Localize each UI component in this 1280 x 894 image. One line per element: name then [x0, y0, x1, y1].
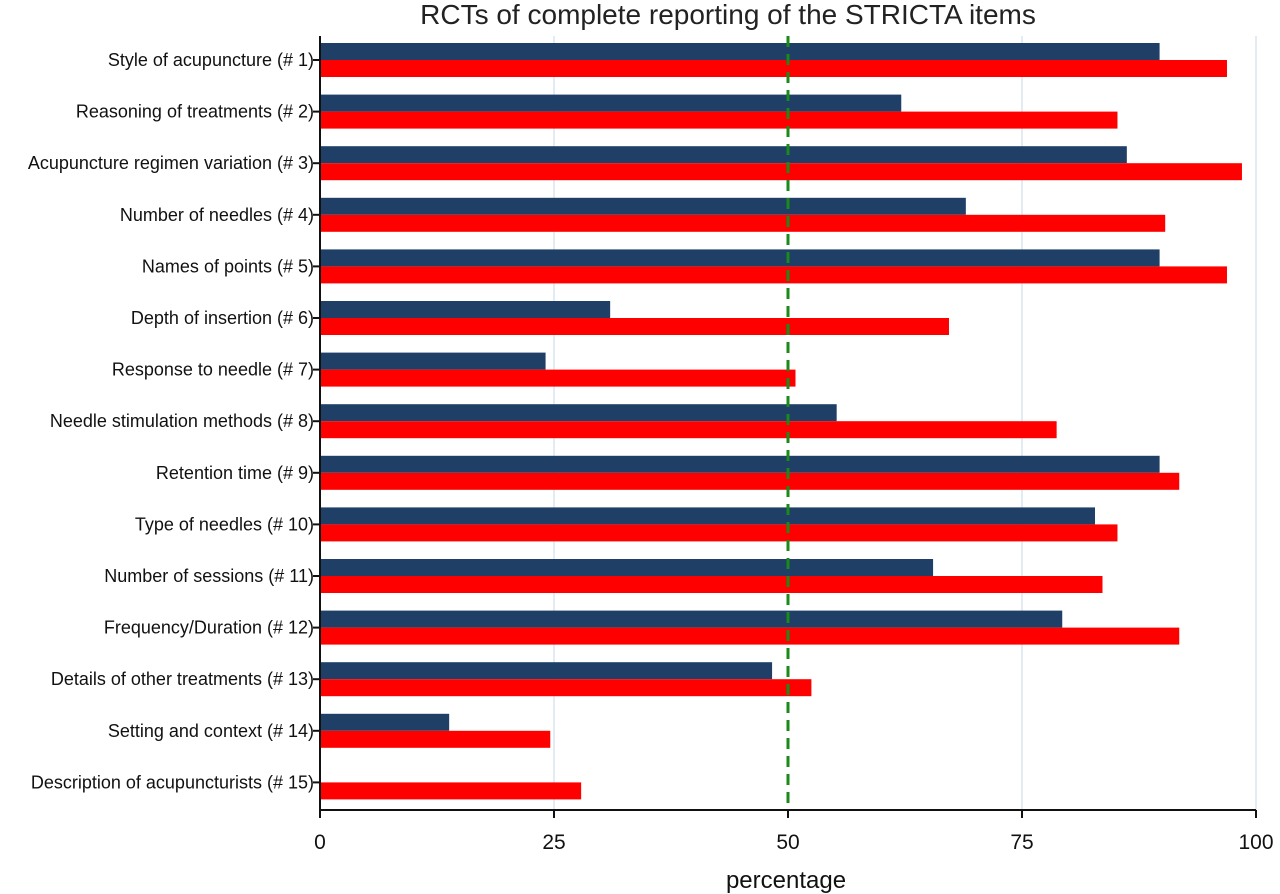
bar-series-2 — [320, 60, 1227, 77]
x-tick-label: 75 — [1010, 831, 1033, 854]
bar-series-2 — [320, 472, 1180, 490]
category-label: Response to needle (# 7) — [112, 360, 314, 380]
category-label: Description of acupuncturists (# 15) — [31, 772, 314, 792]
bar-series-2 — [320, 369, 796, 387]
bar-series-1 — [320, 404, 837, 422]
bar-series-1 — [320, 662, 773, 680]
bar-series-1 — [320, 610, 1063, 628]
bar-series-1 — [320, 43, 1160, 60]
category-label: Acupuncture regimen variation (# 3) — [28, 153, 314, 173]
bar-series-1 — [320, 197, 966, 215]
category-label: Number of needles (# 4) — [120, 205, 314, 225]
category-label: Frequency/Duration (# 12) — [104, 618, 314, 638]
bar-series-2 — [320, 163, 1242, 181]
x-tick-label: 0 — [314, 831, 326, 854]
x-tick-label: 25 — [542, 831, 565, 854]
bar-series-2 — [320, 111, 1118, 129]
bar-series-2 — [320, 421, 1057, 439]
bar-series-1 — [320, 352, 546, 370]
bar-series-2 — [320, 318, 949, 335]
x-tick-label: 100 — [1238, 831, 1273, 854]
bar-series-1 — [320, 301, 611, 318]
bar-series-2 — [320, 524, 1118, 542]
bar-series-2 — [320, 730, 551, 748]
bar-series-1 — [320, 455, 1160, 473]
bar-series-2 — [320, 679, 812, 697]
bar-series-2 — [320, 266, 1227, 284]
chart-title: RCTs of complete reporting of the STRICT… — [420, 0, 1036, 30]
bar-series-2 — [320, 576, 1103, 593]
axes — [313, 36, 1257, 818]
category-label: Setting and context (# 14) — [108, 721, 314, 741]
x-tick-labels: 0 25 50 75 100 — [314, 831, 1273, 854]
category-label: Reasoning of treatments (# 2) — [76, 102, 314, 122]
bar-series-2 — [320, 782, 582, 800]
category-label: Retention time (# 9) — [156, 463, 314, 483]
bar-series-1 — [320, 249, 1160, 267]
bar-series-1 — [320, 507, 1096, 525]
category-label: Depth of insertion (# 6) — [131, 308, 314, 328]
category-labels: Style of acupuncture (# 1) Reasoning of t… — [28, 50, 314, 792]
bars — [320, 43, 1242, 800]
bar-series-1 — [320, 713, 450, 731]
bar-series-2 — [320, 214, 1166, 232]
category-label: Type of needles (# 10) — [135, 514, 314, 534]
category-label: Style of acupuncture (# 1) — [108, 50, 314, 70]
category-label: Names of points (# 5) — [142, 256, 314, 276]
bar-series-1 — [320, 94, 902, 112]
category-label: Number of sessions (# 11) — [104, 566, 314, 586]
bar-series-2 — [320, 627, 1180, 645]
x-axis-label: percentage — [726, 867, 846, 894]
bar-series-1 — [320, 559, 934, 576]
bar-series-1 — [320, 146, 1127, 164]
x-tick-label: 50 — [776, 831, 799, 854]
category-label: Details of other treatments (# 13) — [51, 669, 314, 689]
category-label: Needle stimulation methods (# 8) — [50, 411, 314, 431]
